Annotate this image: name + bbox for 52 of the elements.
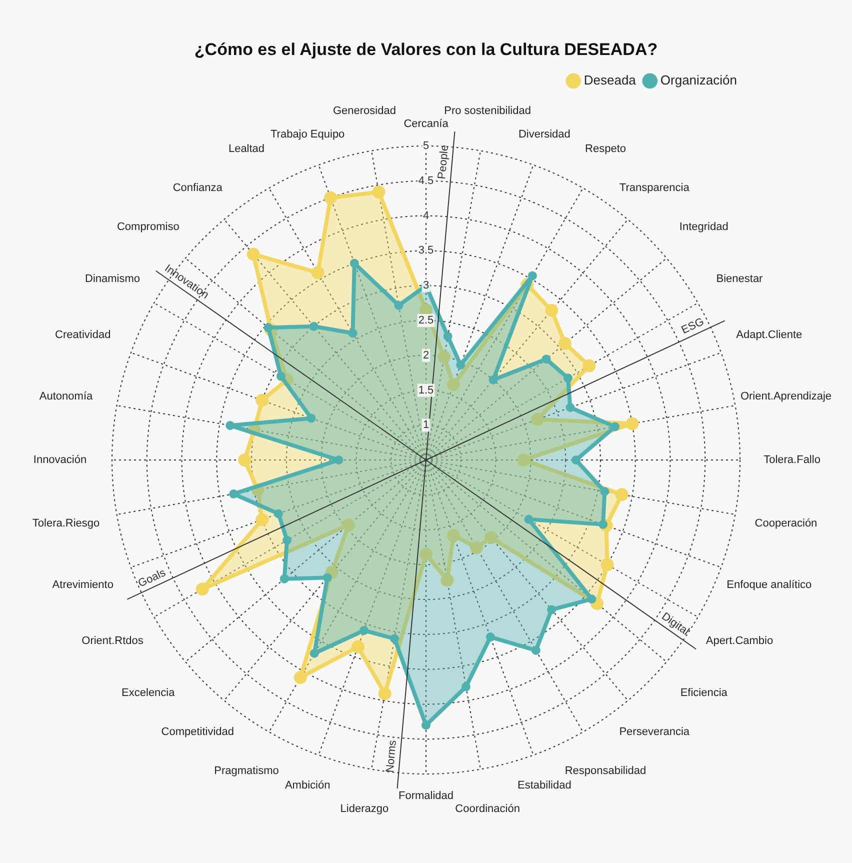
spoke-label: Tolera.Riesgo	[32, 518, 100, 530]
y-tick-label: 4	[422, 210, 430, 222]
spoke-label: Adapt.Cliente	[736, 329, 802, 342]
spoke-label: Coordinación	[455, 803, 520, 816]
spoke-label: Respeto	[585, 143, 626, 156]
spoke-label: Creatividad	[55, 329, 111, 342]
text: Goals	[136, 566, 168, 590]
spoke-label: Perseverancia	[619, 726, 690, 738]
legend-label: Organización	[660, 72, 738, 88]
spoke-label: Lealtad	[228, 143, 265, 156]
y-tick-label: 4.5	[418, 174, 434, 187]
spoke-label: Trabajo Equipo	[270, 128, 345, 141]
spoke-label: Estabilidad	[518, 779, 572, 792]
y-tick-label: 2	[422, 349, 430, 362]
spoke-label: Ambición	[284, 779, 330, 792]
spoke-label: Cooperación	[754, 518, 818, 530]
chart-title: ¿Cómo es el Ajuste de Valores con la Cultura DESEADA?	[194, 40, 658, 59]
spoke-label: Apert.Cambio	[706, 635, 774, 648]
spoke-label: Formalidad	[398, 790, 454, 802]
spoke-label: Dinamismo	[85, 273, 140, 286]
spoke-label: Generosidad	[332, 104, 396, 117]
y-tick-label: 1	[422, 419, 430, 432]
spoke-label: Diversidad	[518, 128, 570, 141]
spoke-label: Liderazgo	[340, 803, 389, 816]
spoke-label: Confianza	[172, 182, 224, 194]
spoke-label: Compromiso	[116, 220, 180, 233]
legend-label: Deseada	[584, 72, 637, 88]
spoke-label: Orient.Aprendizaje	[740, 390, 832, 403]
spoke-label: Cercanía	[404, 118, 450, 130]
spoke-label: Competitividad	[161, 726, 234, 738]
spoke-label: Tolera.Fallo	[764, 454, 820, 466]
y-tick-label: 3.5	[418, 244, 434, 257]
spoke-label: Atrevimiento	[52, 578, 114, 591]
y-tick-label: 3	[422, 280, 430, 292]
spoke-label: Excelencia	[122, 687, 176, 700]
spoke-label: Autonomía	[39, 390, 94, 403]
spoke-label: Pro sostenibilidad	[444, 104, 531, 117]
text: ESG	[680, 316, 706, 337]
spoke-label: Pragmatismo	[214, 764, 279, 777]
text: People	[436, 144, 452, 180]
y-tick-label: 1.5	[418, 384, 434, 396]
spoke-label: Responsabilidad	[564, 764, 646, 777]
spoke-label: Orient.Rtdos	[82, 635, 144, 648]
y-tick-label: 5	[422, 140, 430, 152]
text: Norms	[384, 739, 399, 774]
spoke-label: Transparencia	[619, 182, 690, 194]
spoke-label: Integridad	[679, 220, 728, 233]
spoke-label: Innovación	[33, 454, 87, 466]
spoke-label: Enfoque analítico	[726, 578, 812, 591]
spoke-label: Bienestar	[716, 273, 764, 286]
spoke-label: Eficiencia	[680, 687, 728, 700]
y-tick-label: 2.5	[418, 314, 434, 326]
